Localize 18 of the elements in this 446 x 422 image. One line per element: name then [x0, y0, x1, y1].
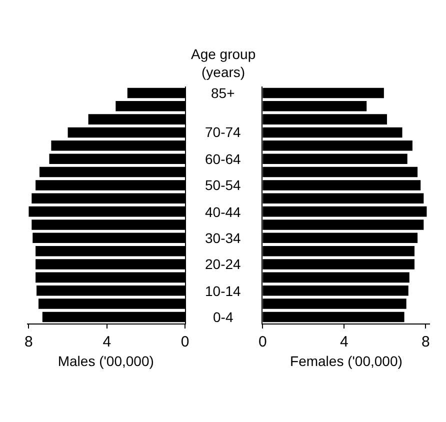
x-axis-title: Females ('00,000): [290, 352, 402, 369]
y-tick-label: 10-14: [205, 283, 242, 299]
y-tick-label: 50-54: [205, 177, 242, 193]
y-tick-label: 60-64: [205, 151, 242, 167]
x-tick-label: 0: [258, 334, 267, 351]
y-tick-label: 0-4: [213, 309, 234, 325]
y-tick-label: 20-24: [205, 256, 242, 272]
x-tick-label: 4: [102, 334, 112, 351]
x-tick-label: 8: [24, 334, 33, 351]
y-tick-label: 40-44: [205, 204, 242, 220]
x-axis-title: Males ('00,000): [58, 352, 154, 369]
x-tick-label: 0: [180, 334, 190, 351]
x-tick-label: 4: [340, 334, 348, 351]
y-tick-label: 70-74: [205, 124, 242, 140]
x-tick-label: 8: [422, 334, 430, 351]
y-tick-label: 85+: [211, 85, 235, 101]
y-tick-label: 30-34: [205, 230, 242, 246]
y-axis-title: Age group (years): [191, 46, 256, 80]
